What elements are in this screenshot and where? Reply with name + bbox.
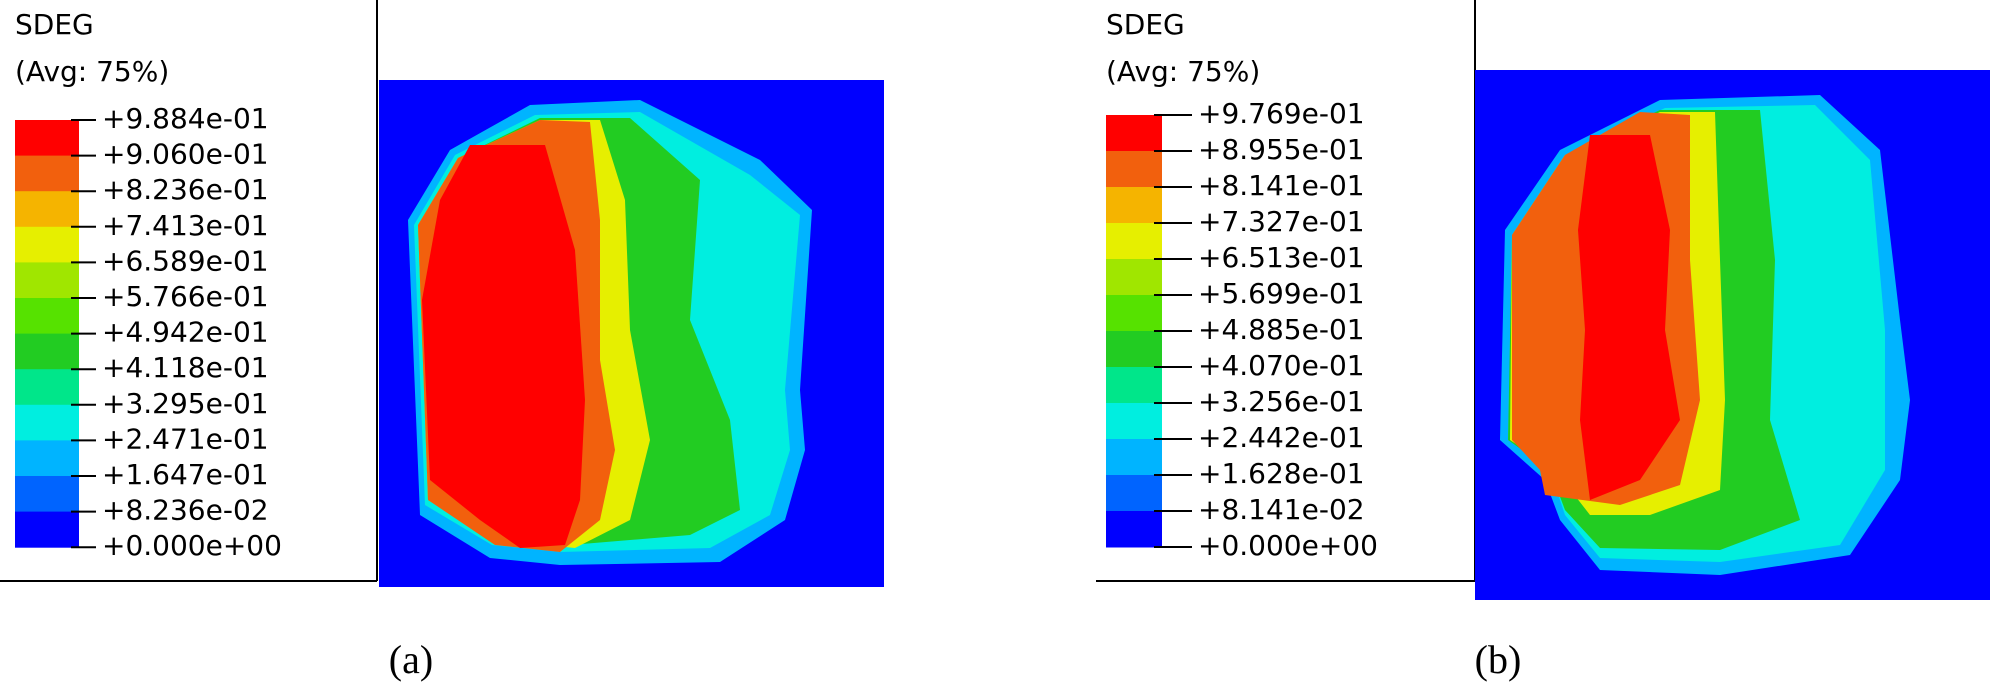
- legend-swatch: [15, 226, 79, 263]
- legend-label: +4.070e-01: [1198, 349, 1365, 382]
- legend-label: +9.769e-01: [1198, 97, 1365, 130]
- legend-title: SDEG: [15, 8, 94, 41]
- legend-swatch: [15, 333, 79, 370]
- legend-label: +8.236e-01: [102, 173, 269, 206]
- legend-swatch: [15, 404, 79, 441]
- legend-label: +4.118e-01: [102, 351, 269, 384]
- legend-subtitle: (Avg: 75%): [15, 55, 169, 88]
- contour-band: [422, 145, 585, 548]
- legend-label: +0.000e+00: [1198, 529, 1378, 562]
- contour-plot: [379, 80, 884, 587]
- legend-label: +5.699e-01: [1198, 277, 1365, 310]
- legend-label: +5.766e-01: [102, 280, 269, 313]
- legend-label: +1.628e-01: [1198, 457, 1365, 490]
- caption: (b): [1475, 637, 1522, 682]
- legend-swatch: [15, 120, 79, 157]
- legend-swatch: [1106, 115, 1162, 152]
- legend-swatch: [1106, 331, 1162, 368]
- legend-swatch: [1106, 223, 1162, 260]
- caption: (a): [389, 637, 433, 682]
- legend-swatch: [15, 191, 79, 228]
- legend-label: +8.236e-02: [102, 494, 269, 527]
- legend-swatch: [15, 155, 79, 192]
- legend-swatch: [15, 511, 79, 548]
- legend-swatch: [15, 369, 79, 406]
- legend-swatch: [1106, 439, 1162, 476]
- legend-swatch: [1106, 295, 1162, 332]
- legend-label: +8.955e-01: [1198, 133, 1365, 166]
- legend-label: +6.513e-01: [1198, 241, 1365, 274]
- legend-swatch: [15, 476, 79, 513]
- legend-label: +9.884e-01: [102, 102, 269, 135]
- legend-swatch: [15, 262, 79, 299]
- legend-label: +0.000e+00: [102, 529, 282, 562]
- legend-swatch: [1106, 151, 1162, 188]
- legend-label: +2.471e-01: [102, 422, 269, 455]
- legend-swatch: [15, 298, 79, 335]
- legend-label: +9.060e-01: [102, 138, 269, 171]
- legend-label: +7.327e-01: [1198, 205, 1365, 238]
- legend-swatch: [15, 440, 79, 477]
- legend-swatch: [1106, 187, 1162, 224]
- contour-plot: [1475, 70, 1990, 600]
- legend-swatch: [1106, 367, 1162, 404]
- legend-subtitle: (Avg: 75%): [1106, 55, 1260, 88]
- legend-label: +4.942e-01: [102, 316, 269, 349]
- legend-swatch: [1106, 475, 1162, 512]
- legend-label: +3.295e-01: [102, 387, 269, 420]
- contour-band: [1578, 135, 1680, 500]
- legend-label: +8.141e-02: [1198, 493, 1365, 526]
- legend-label: +2.442e-01: [1198, 421, 1365, 454]
- legend-swatch: [1106, 259, 1162, 296]
- legend-title: SDEG: [1106, 8, 1185, 41]
- legend-label: +6.589e-01: [102, 244, 269, 277]
- legend-label: +4.885e-01: [1198, 313, 1365, 346]
- legend-swatch: [1106, 403, 1162, 440]
- legend-swatch: [1106, 511, 1162, 548]
- legend-label: +1.647e-01: [102, 458, 269, 491]
- legend-label: +7.413e-01: [102, 209, 269, 242]
- legend-label: +3.256e-01: [1198, 385, 1365, 418]
- legend-label: +8.141e-01: [1198, 169, 1365, 202]
